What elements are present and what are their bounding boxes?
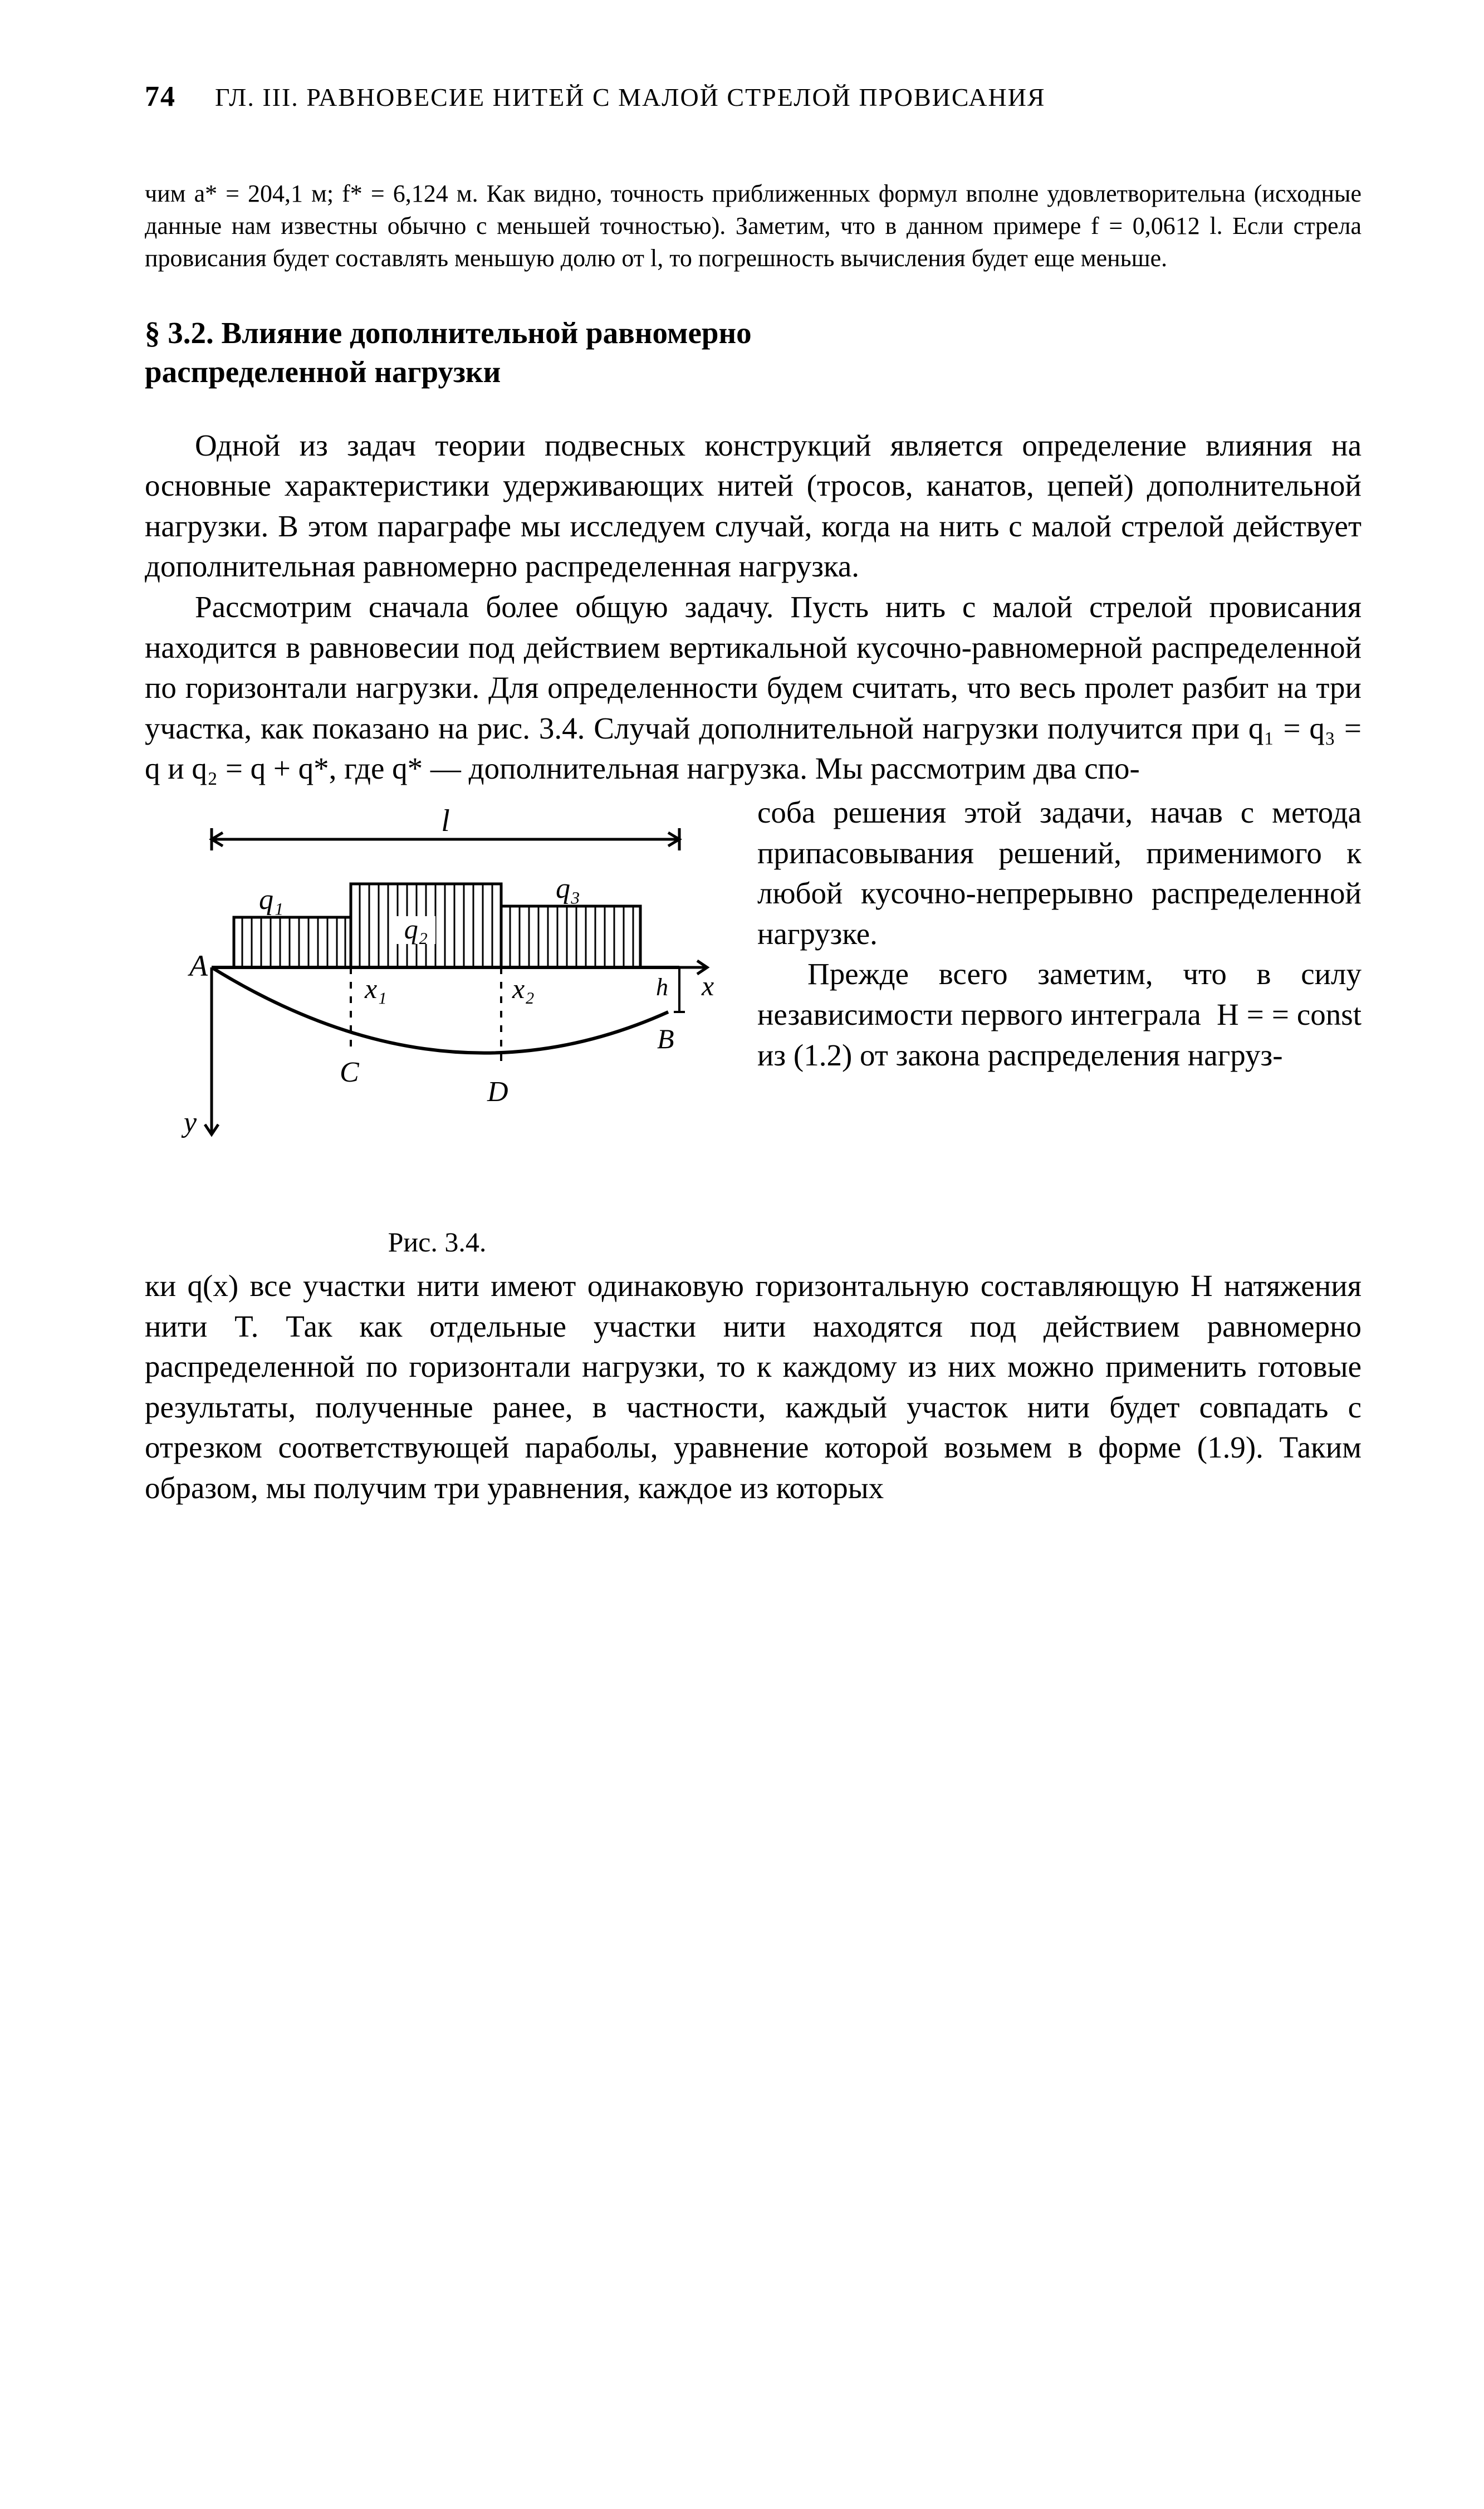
paragraph-4: ки q(x) все участки нити имеют одинакову…: [145, 1266, 1361, 1509]
label-D: D: [487, 1076, 508, 1108]
label-C: C: [340, 1057, 360, 1088]
continuation-paragraph: чим a* = 204,1 м; f* = 6,124 м. Как видн…: [145, 178, 1361, 275]
figure-wrap-block: l: [145, 793, 1361, 1266]
eq-H: H =: [1217, 997, 1264, 1031]
label-A: A: [188, 949, 208, 982]
paragraph-1: Одной из задач теории подвесных конструк…: [145, 425, 1361, 587]
page-number: 74: [145, 78, 176, 116]
section-title-line1: Влияние дополнительной равномерно: [222, 316, 752, 350]
running-head: 74 ГЛ. III. РАВНОВЕСИЕ НИТЕЙ С МАЛОЙ СТР…: [145, 78, 1361, 116]
label-q1: q₁: [259, 884, 283, 916]
label-y: y: [181, 1107, 197, 1138]
label-h: h: [656, 974, 668, 1001]
label-x: x: [701, 970, 714, 1001]
paragraph-2: Рассмотрим сначала более общую задачу. П…: [145, 587, 1361, 789]
label-x2: x₂: [512, 973, 535, 1004]
symbol-H: [1209, 997, 1217, 1031]
label-q2: q₂: [404, 913, 428, 945]
label-B: B: [657, 1023, 674, 1054]
figure-caption: Рис. 3.4.: [145, 1224, 729, 1260]
label-x1: x₁: [364, 973, 387, 1004]
label-l: l: [441, 804, 450, 838]
paragraph-3b-lead: Прежде всего заметим, что в силу независ…: [757, 957, 1361, 1031]
running-title: ГЛ. III. РАВНОВЕСИЕ НИТЕЙ С МАЛОЙ СТРЕЛО…: [215, 81, 1361, 115]
section-title-line2: распределенной нагрузки: [145, 355, 501, 389]
figure-3-4: l: [145, 800, 729, 1260]
figure-3-4-svg: l: [145, 800, 729, 1201]
section-number: § 3.2.: [145, 316, 214, 350]
page: 74 ГЛ. III. РАВНОВЕСИЕ НИТЕЙ С МАЛОЙ СТР…: [0, 0, 1484, 2509]
label-q3: q₃: [556, 873, 580, 904]
section-title: § 3.2. Влияние дополнительной равномерно…: [145, 314, 1361, 392]
